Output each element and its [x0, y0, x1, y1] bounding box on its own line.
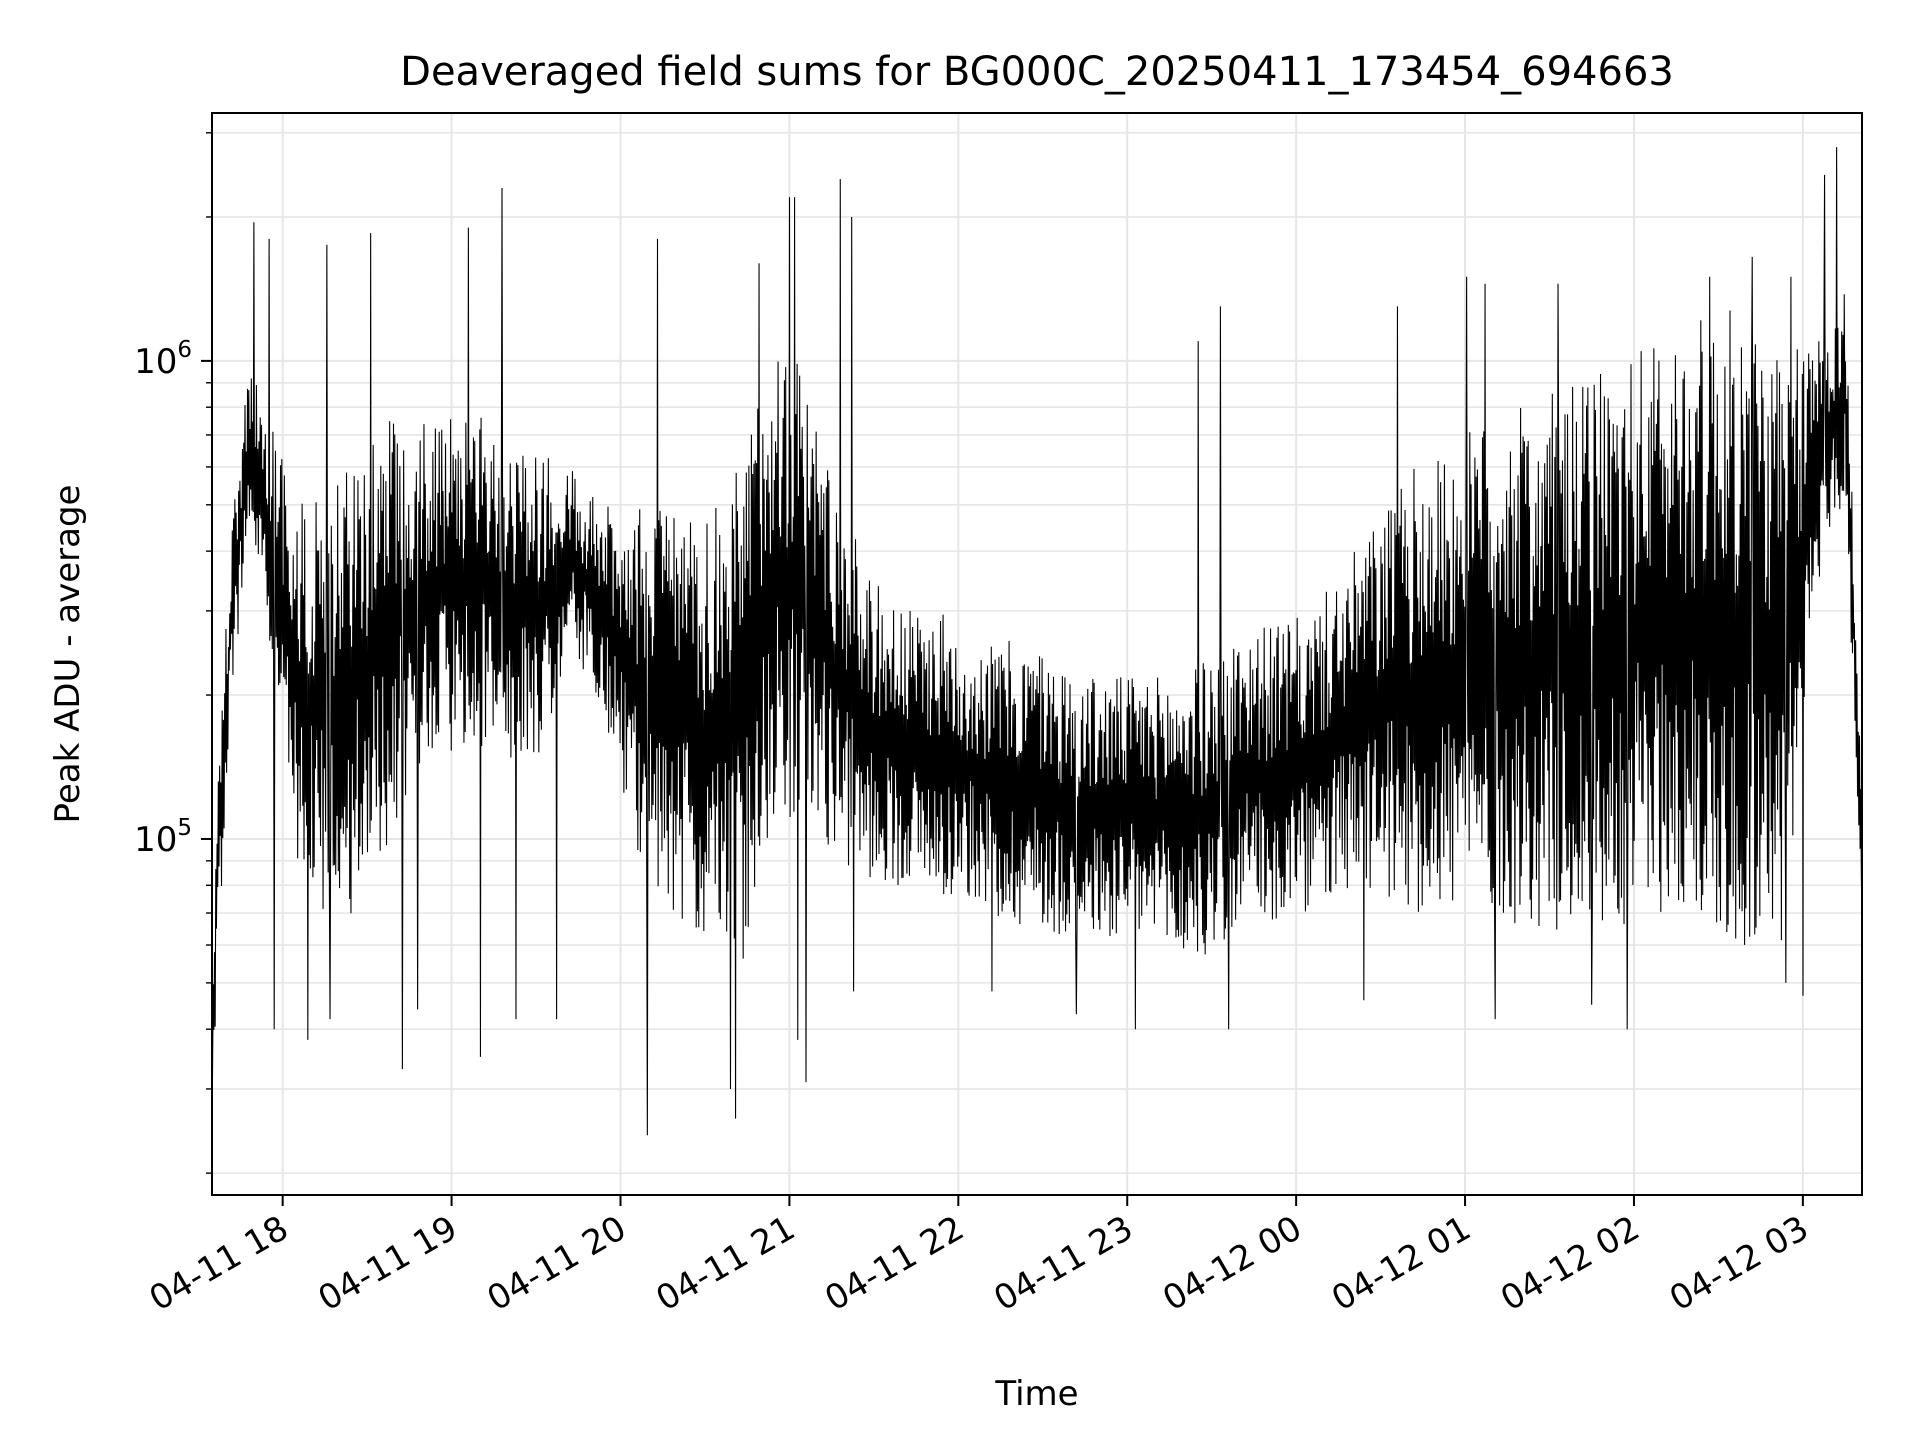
x-tick-label: 04-12 01	[1325, 1208, 1477, 1319]
x-tick-label: 04-11 19	[312, 1208, 464, 1319]
y-axis-label: Peak ADU - average	[48, 485, 88, 824]
x-tick-label: 04-12 02	[1494, 1208, 1646, 1319]
x-tick-label: 04-12 00	[1156, 1208, 1308, 1319]
chart-title: Deaveraged field sums for BG000C_2025041…	[400, 49, 1674, 95]
x-axis-label: Time	[994, 1374, 1078, 1414]
x-tick-label: 04-11 18	[143, 1208, 295, 1319]
x-tick-label: 04-12 03	[1663, 1208, 1815, 1319]
plot-area-frame	[211, 112, 1863, 1196]
y-tick-label: 106	[134, 337, 192, 382]
x-tick-label: 04-11 20	[481, 1208, 633, 1319]
data-series-line	[212, 147, 1862, 1154]
x-axis-ticks: 04-11 18 04-11 19 04-11 20 04-11 21 04-11 22…	[143, 1195, 1815, 1319]
x-tick-label: 04-11 22	[818, 1208, 970, 1319]
x-tick-label: 04-11 21	[650, 1208, 802, 1319]
y-tick-label: 105	[134, 815, 192, 860]
x-tick-label: 04-11 23	[987, 1208, 1139, 1319]
y-axis-ticks: 105 106	[134, 132, 212, 1174]
